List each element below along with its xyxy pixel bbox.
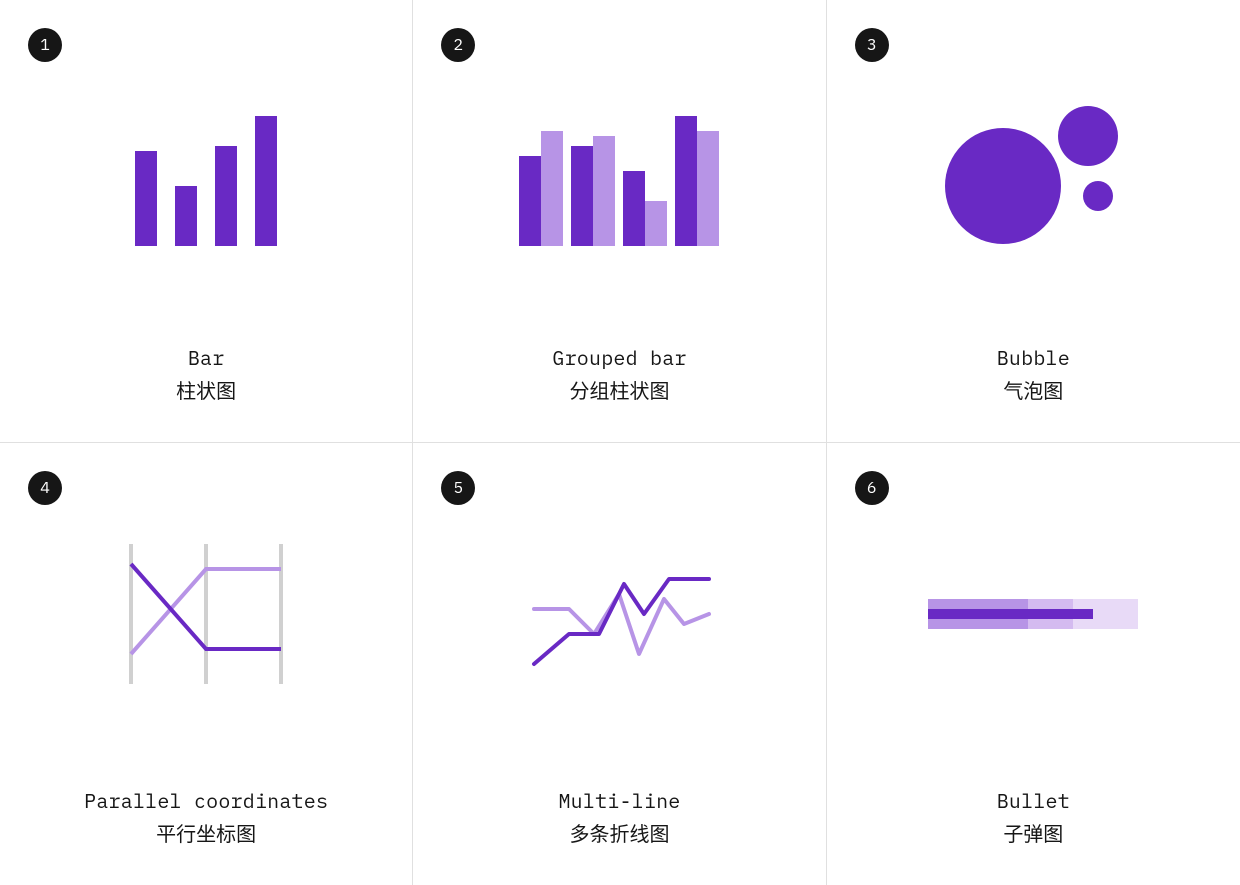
title-en-multiline: Multi-line [558, 785, 680, 817]
viz-bar [0, 0, 412, 342]
viz-parallel [0, 443, 412, 786]
badge-6: 6 [855, 471, 889, 505]
badge-1-num: 1 [40, 35, 50, 55]
badge-3-num: 3 [867, 35, 877, 55]
cell-bullet: 6 Bullet 子弹图 [827, 443, 1240, 885]
badge-3: 3 [855, 28, 889, 62]
cell-grouped-bar: 2 Grouped bar 分组柱状图 [413, 0, 826, 443]
cell-parallel: 4 Parallel coordinates 平行坐标图 [0, 443, 413, 885]
viz-multiline [413, 443, 825, 786]
title-zh-grouped-bar: 分组柱状图 [552, 374, 686, 406]
labels-bar: Bar 柱状图 [176, 342, 236, 406]
title-en-grouped-bar: Grouped bar [552, 342, 686, 374]
title-en-bubble: Bubble [997, 342, 1070, 374]
badge-4: 4 [28, 471, 62, 505]
badge-5-num: 5 [454, 478, 464, 498]
badge-6-num: 6 [867, 478, 877, 498]
bubble-chart-icon [933, 86, 1133, 256]
labels-parallel: Parallel coordinates 平行坐标图 [84, 785, 328, 849]
chart-type-grid: 1 Bar 柱状图 2 Grouped bar 分组柱状图 3 Bubble 气… [0, 0, 1240, 885]
multi-line-chart-icon [524, 554, 714, 674]
title-en-bullet: Bullet [997, 785, 1070, 817]
parallel-coordinates-icon [121, 539, 291, 689]
viz-grouped-bar [413, 0, 825, 342]
badge-2-num: 2 [454, 35, 464, 55]
badge-4-num: 4 [40, 478, 50, 498]
title-zh-bar: 柱状图 [176, 374, 236, 406]
title-zh-multiline: 多条折线图 [558, 817, 680, 849]
title-zh-bubble: 气泡图 [997, 374, 1070, 406]
title-en-parallel: Parallel coordinates [84, 785, 328, 817]
badge-5: 5 [441, 471, 475, 505]
title-zh-parallel: 平行坐标图 [84, 817, 328, 849]
bar-chart-icon [135, 96, 277, 246]
cell-multiline: 5 Multi-line 多条折线图 [413, 443, 826, 885]
viz-bubble [827, 0, 1240, 342]
labels-grouped-bar: Grouped bar 分组柱状图 [552, 342, 686, 406]
viz-bullet [827, 443, 1240, 786]
cell-bubble: 3 Bubble 气泡图 [827, 0, 1240, 443]
labels-bullet: Bullet 子弹图 [997, 785, 1070, 849]
title-zh-bullet: 子弹图 [997, 817, 1070, 849]
cell-bar: 1 Bar 柱状图 [0, 0, 413, 443]
title-en-bar: Bar [176, 342, 236, 374]
labels-multiline: Multi-line 多条折线图 [558, 785, 680, 849]
bullet-chart-icon [928, 594, 1138, 634]
labels-bubble: Bubble 气泡图 [997, 342, 1070, 406]
grouped-bar-chart-icon [519, 96, 719, 246]
badge-1: 1 [28, 28, 62, 62]
